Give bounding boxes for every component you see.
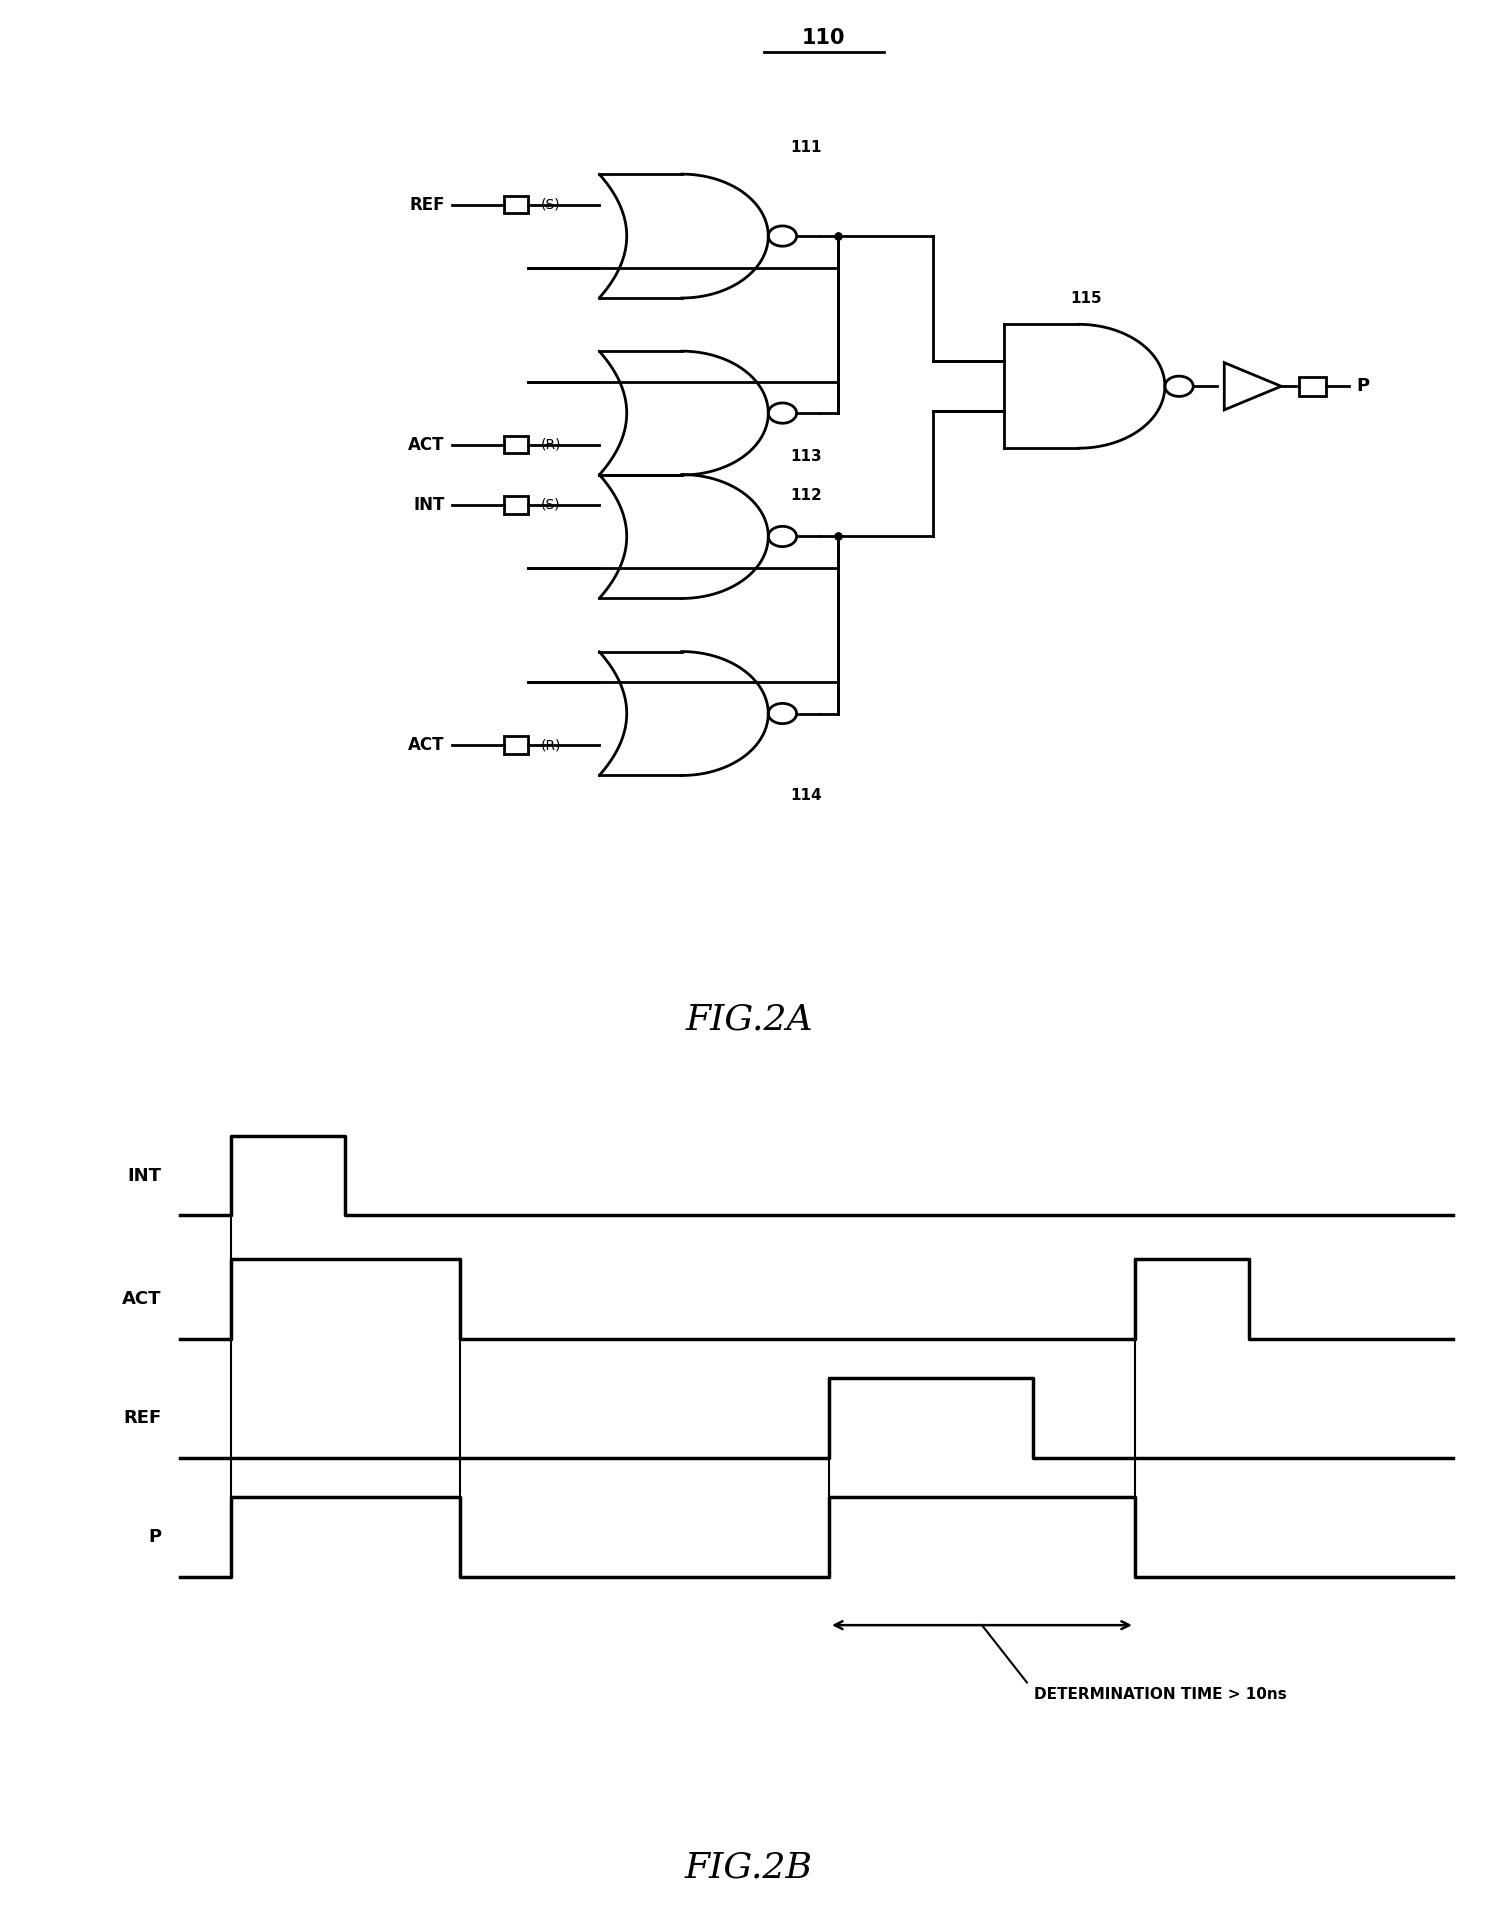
Text: 110: 110 bbox=[801, 27, 846, 48]
Text: ACT: ACT bbox=[407, 736, 445, 755]
Text: DETERMINATION TIME > 10ns: DETERMINATION TIME > 10ns bbox=[1034, 1686, 1287, 1701]
Bar bbox=[505, 736, 529, 753]
Bar bbox=[1299, 377, 1326, 397]
Text: 113: 113 bbox=[789, 448, 821, 464]
Text: 111: 111 bbox=[789, 140, 821, 155]
Text: P: P bbox=[1356, 377, 1369, 395]
Text: REF: REF bbox=[123, 1408, 162, 1427]
Text: REF: REF bbox=[409, 195, 445, 213]
Text: (R): (R) bbox=[541, 738, 560, 753]
Text: P: P bbox=[148, 1529, 162, 1546]
Bar bbox=[505, 195, 529, 213]
Text: 112: 112 bbox=[789, 489, 822, 502]
Text: (R): (R) bbox=[541, 437, 560, 452]
Text: FIG.2A: FIG.2A bbox=[685, 1002, 813, 1037]
Text: 114: 114 bbox=[789, 787, 821, 803]
Text: INT: INT bbox=[127, 1167, 162, 1184]
Text: FIG.2B: FIG.2B bbox=[685, 1851, 813, 1885]
Text: (S): (S) bbox=[541, 498, 560, 512]
Text: INT: INT bbox=[413, 496, 445, 513]
Bar bbox=[505, 496, 529, 513]
Text: (S): (S) bbox=[541, 197, 560, 211]
Text: ACT: ACT bbox=[407, 435, 445, 454]
Text: ACT: ACT bbox=[123, 1289, 162, 1309]
Text: 115: 115 bbox=[1070, 291, 1103, 307]
Bar bbox=[505, 437, 529, 454]
